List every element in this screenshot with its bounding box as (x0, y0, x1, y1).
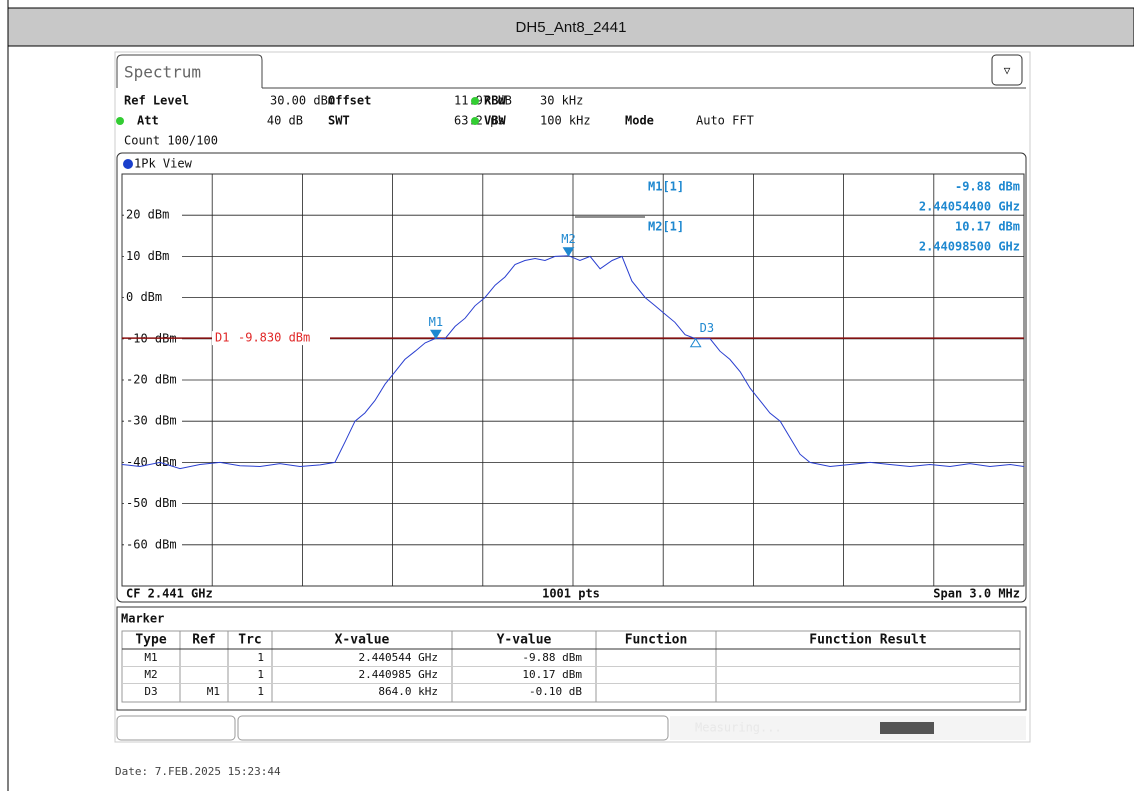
title-bar (7, 7, 1134, 47)
column-header: Ref (192, 633, 215, 648)
status-bar (670, 716, 1026, 740)
progress (880, 722, 934, 734)
setting-value: 63.2 µs (454, 114, 505, 128)
column-header: X-value (335, 633, 390, 648)
y-tick-label: 20 dBm (126, 208, 169, 222)
led (471, 97, 479, 105)
setting-label: Ref Level (124, 94, 189, 108)
points: 1001 pts (542, 587, 600, 601)
softkey[interactable] (116, 715, 236, 741)
marker-label: M1 (429, 315, 443, 329)
input-field[interactable] (237, 715, 669, 741)
dl-bg (212, 331, 330, 346)
setting-label: Offset (328, 94, 371, 108)
view-label: 1Pk View (134, 157, 193, 171)
status: Measuring... (695, 721, 782, 735)
display-line-name: D1 (215, 331, 229, 345)
readout-freq: 2.44054400 GHz (919, 200, 1020, 214)
setting-value: 100 kHz (540, 114, 591, 128)
readout-value: 10.17 dBm (955, 220, 1020, 234)
tick-bg (124, 208, 182, 223)
readout-value: -9.88 dBm (955, 180, 1020, 194)
setting-label: SWT (328, 114, 350, 128)
readout-name: M1[1] (648, 180, 684, 194)
column-header: Function Result (809, 633, 926, 648)
setting-label: VBW (484, 114, 506, 128)
setting-value: 11.97 dB (454, 94, 512, 108)
menu-button[interactable] (991, 54, 1023, 86)
led (471, 117, 479, 125)
readout-name: M2[1] (648, 220, 684, 234)
setting-label: RBW (484, 94, 506, 108)
tab (116, 54, 263, 88)
marker-label: M2 (561, 232, 575, 246)
y-tick-label: 0 dBm (126, 290, 162, 304)
setting-label: Mode (625, 114, 654, 128)
tab-label: Spectrum (124, 63, 201, 82)
tick-bg (124, 290, 182, 305)
tick-bg (124, 414, 182, 429)
cell: 1 (257, 685, 264, 698)
column-header: Type (135, 633, 166, 648)
view-dot (123, 159, 133, 169)
y-tick-label: -20 dBm (126, 373, 177, 387)
y-tick-label: -50 dBm (126, 496, 177, 510)
tick-bg (124, 496, 182, 511)
setting-label: Att (137, 114, 159, 128)
marker (429, 329, 442, 340)
y-tick-label: -30 dBm (126, 414, 177, 428)
marker-label: D3 (700, 321, 714, 335)
led (116, 117, 124, 125)
date: Date: 7.FEB.2025 15:23:44 (115, 765, 281, 778)
cell: M1 (144, 651, 157, 664)
setting-value: Auto FFT (696, 114, 754, 128)
y-tick-label: -60 dBm (126, 537, 177, 551)
cell: 1 (257, 651, 264, 664)
table-title: Marker (121, 612, 164, 626)
cell: 1 (257, 668, 264, 681)
column-header: Y-value (497, 633, 552, 648)
y-tick-label: -40 dBm (126, 455, 177, 469)
cell: 2.440985 GHz (359, 668, 438, 681)
setting-value: 30.00 dBm (270, 94, 335, 108)
cell: -0.10 dB (529, 685, 582, 698)
cell: 864.0 kHz (378, 685, 438, 698)
cell: D3 (144, 685, 157, 698)
menu-icon: ▽ (1004, 64, 1011, 77)
cell: M1 (207, 685, 220, 698)
setting-value: 40 dB (267, 114, 303, 128)
cell: 10.17 dBm (522, 668, 582, 681)
tick-bg (124, 537, 182, 552)
span: Span 3.0 MHz (933, 587, 1020, 601)
setting-value: 30 kHz (540, 94, 583, 108)
cell: 2.440544 GHz (359, 651, 438, 664)
cell: M2 (144, 668, 157, 681)
marker (562, 247, 575, 257)
count: Count 100/100 (124, 134, 218, 148)
readout-freq: 2.44098500 GHz (919, 240, 1020, 254)
cell: -9.88 dBm (522, 651, 582, 664)
title: DH5_Ant8_2441 (516, 19, 627, 36)
cf: CF 2.441 GHz (126, 587, 213, 601)
display-line-label: -9.830 dBm (238, 331, 310, 345)
tick-bg (124, 249, 182, 264)
column-header: Trc (238, 633, 261, 648)
marker (689, 337, 702, 348)
y-tick-label: 10 dBm (126, 249, 169, 263)
tick-bg (124, 373, 182, 387)
column-header: Function (625, 633, 688, 648)
